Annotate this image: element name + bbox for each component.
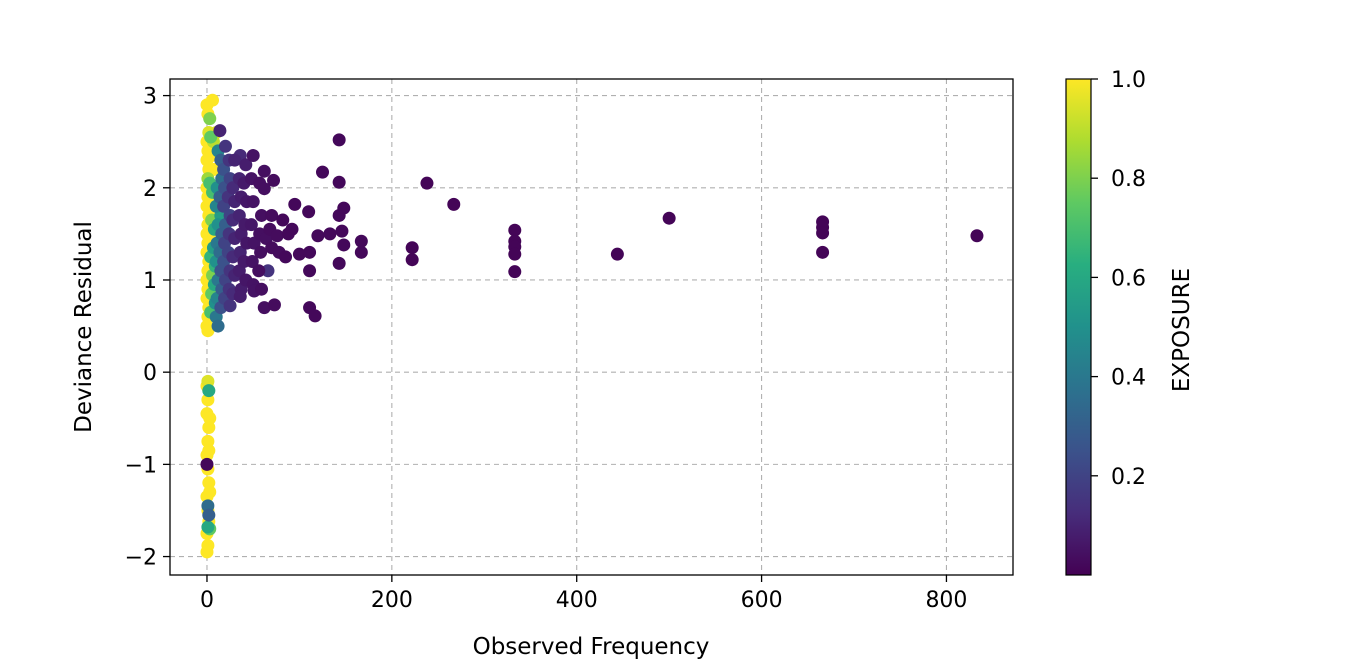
data-point: [610, 247, 624, 261]
data-point: [405, 241, 419, 255]
data-point: [207, 162, 221, 176]
data-point: [201, 520, 215, 534]
data-point: [285, 222, 299, 236]
data-point: [303, 264, 317, 278]
data-point: [245, 255, 259, 269]
data-point: [233, 290, 247, 304]
y-tick-label: 2: [143, 177, 157, 202]
data-point: [311, 229, 325, 243]
data-point: [316, 165, 330, 179]
colorbar-tick-label: 0.8: [1111, 167, 1146, 192]
x-tick-label: 200: [371, 588, 413, 613]
y-axis-ticks: −2 −1 0 1 2 3: [125, 85, 170, 571]
x-tick-label: 0: [200, 588, 214, 613]
data-point: [354, 234, 368, 248]
data-points: [200, 93, 984, 559]
x-axis-label: Observed Frequency: [473, 634, 710, 660]
data-point: [332, 133, 346, 147]
data-point: [200, 457, 214, 471]
colorbar-tick-label: 0.4: [1111, 366, 1146, 391]
grid: [170, 79, 1013, 575]
data-point: [213, 124, 227, 138]
data-point: [202, 508, 216, 522]
data-point: [201, 324, 215, 338]
data-point: [218, 139, 232, 153]
data-point: [970, 229, 984, 243]
data-point: [508, 223, 522, 237]
data-point: [203, 485, 217, 499]
data-point: [288, 197, 302, 211]
data-point: [257, 182, 271, 196]
data-point: [203, 411, 217, 425]
data-point: [255, 208, 269, 222]
data-point: [252, 264, 266, 278]
data-point: [265, 208, 279, 222]
y-tick-label: −1: [125, 453, 157, 478]
y-tick-label: −2: [125, 546, 157, 571]
data-point: [405, 253, 419, 267]
data-point: [303, 245, 317, 259]
data-point: [279, 250, 293, 264]
data-point: [255, 282, 269, 296]
data-point: [223, 299, 237, 313]
data-point: [267, 173, 281, 187]
data-point: [420, 176, 434, 190]
data-point: [337, 238, 351, 252]
data-point: [200, 545, 214, 559]
data-point: [508, 247, 522, 261]
data-point: [308, 309, 322, 323]
data-point: [332, 256, 346, 270]
colorbar-tick-label: 0.6: [1111, 266, 1146, 291]
colorbar-ticks: 0.2 0.4 0.6 0.8 1.0: [1091, 68, 1146, 490]
data-point: [206, 93, 220, 107]
x-tick-label: 400: [556, 588, 598, 613]
data-point: [816, 245, 830, 259]
data-point: [270, 229, 284, 243]
x-axis-ticks: 0 200 400 600 800: [200, 575, 967, 613]
data-point: [337, 201, 351, 215]
data-point: [203, 112, 217, 126]
data-point: [204, 130, 218, 144]
x-tick-label: 800: [925, 588, 967, 613]
data-point: [244, 218, 258, 232]
data-point: [816, 226, 830, 240]
data-point: [226, 181, 240, 195]
data-point: [292, 247, 306, 261]
data-point: [261, 264, 275, 278]
colorbar-label: EXPOSURE: [1169, 268, 1195, 392]
plot-frame: [169, 78, 1014, 576]
data-point: [323, 227, 337, 241]
data-point: [267, 298, 281, 312]
y-tick-label: 0: [143, 361, 157, 386]
data-point: [335, 224, 349, 238]
data-point: [202, 384, 216, 398]
data-point: [332, 175, 346, 189]
data-point: [276, 213, 290, 227]
data-point: [228, 153, 242, 167]
y-tick-label: 3: [143, 85, 157, 110]
colorbar-tick-label: 1.0: [1111, 68, 1146, 93]
colorbar: [1065, 78, 1092, 576]
data-point: [508, 265, 522, 279]
data-point: [447, 197, 461, 211]
data-point: [202, 444, 216, 458]
data-point: [354, 245, 368, 259]
data-point: [246, 195, 260, 209]
colorbar-tick-label: 0.2: [1111, 465, 1146, 490]
x-tick-label: 600: [741, 588, 783, 613]
data-point: [254, 245, 268, 259]
data-point: [302, 205, 316, 219]
data-point: [239, 158, 253, 172]
data-point: [211, 319, 225, 333]
data-point: [246, 149, 260, 163]
data-point: [662, 211, 676, 225]
data-point: [257, 301, 271, 315]
y-tick-label: 1: [143, 269, 157, 294]
data-point: [257, 164, 271, 178]
y-axis-label: Deviance Residual: [71, 221, 97, 433]
